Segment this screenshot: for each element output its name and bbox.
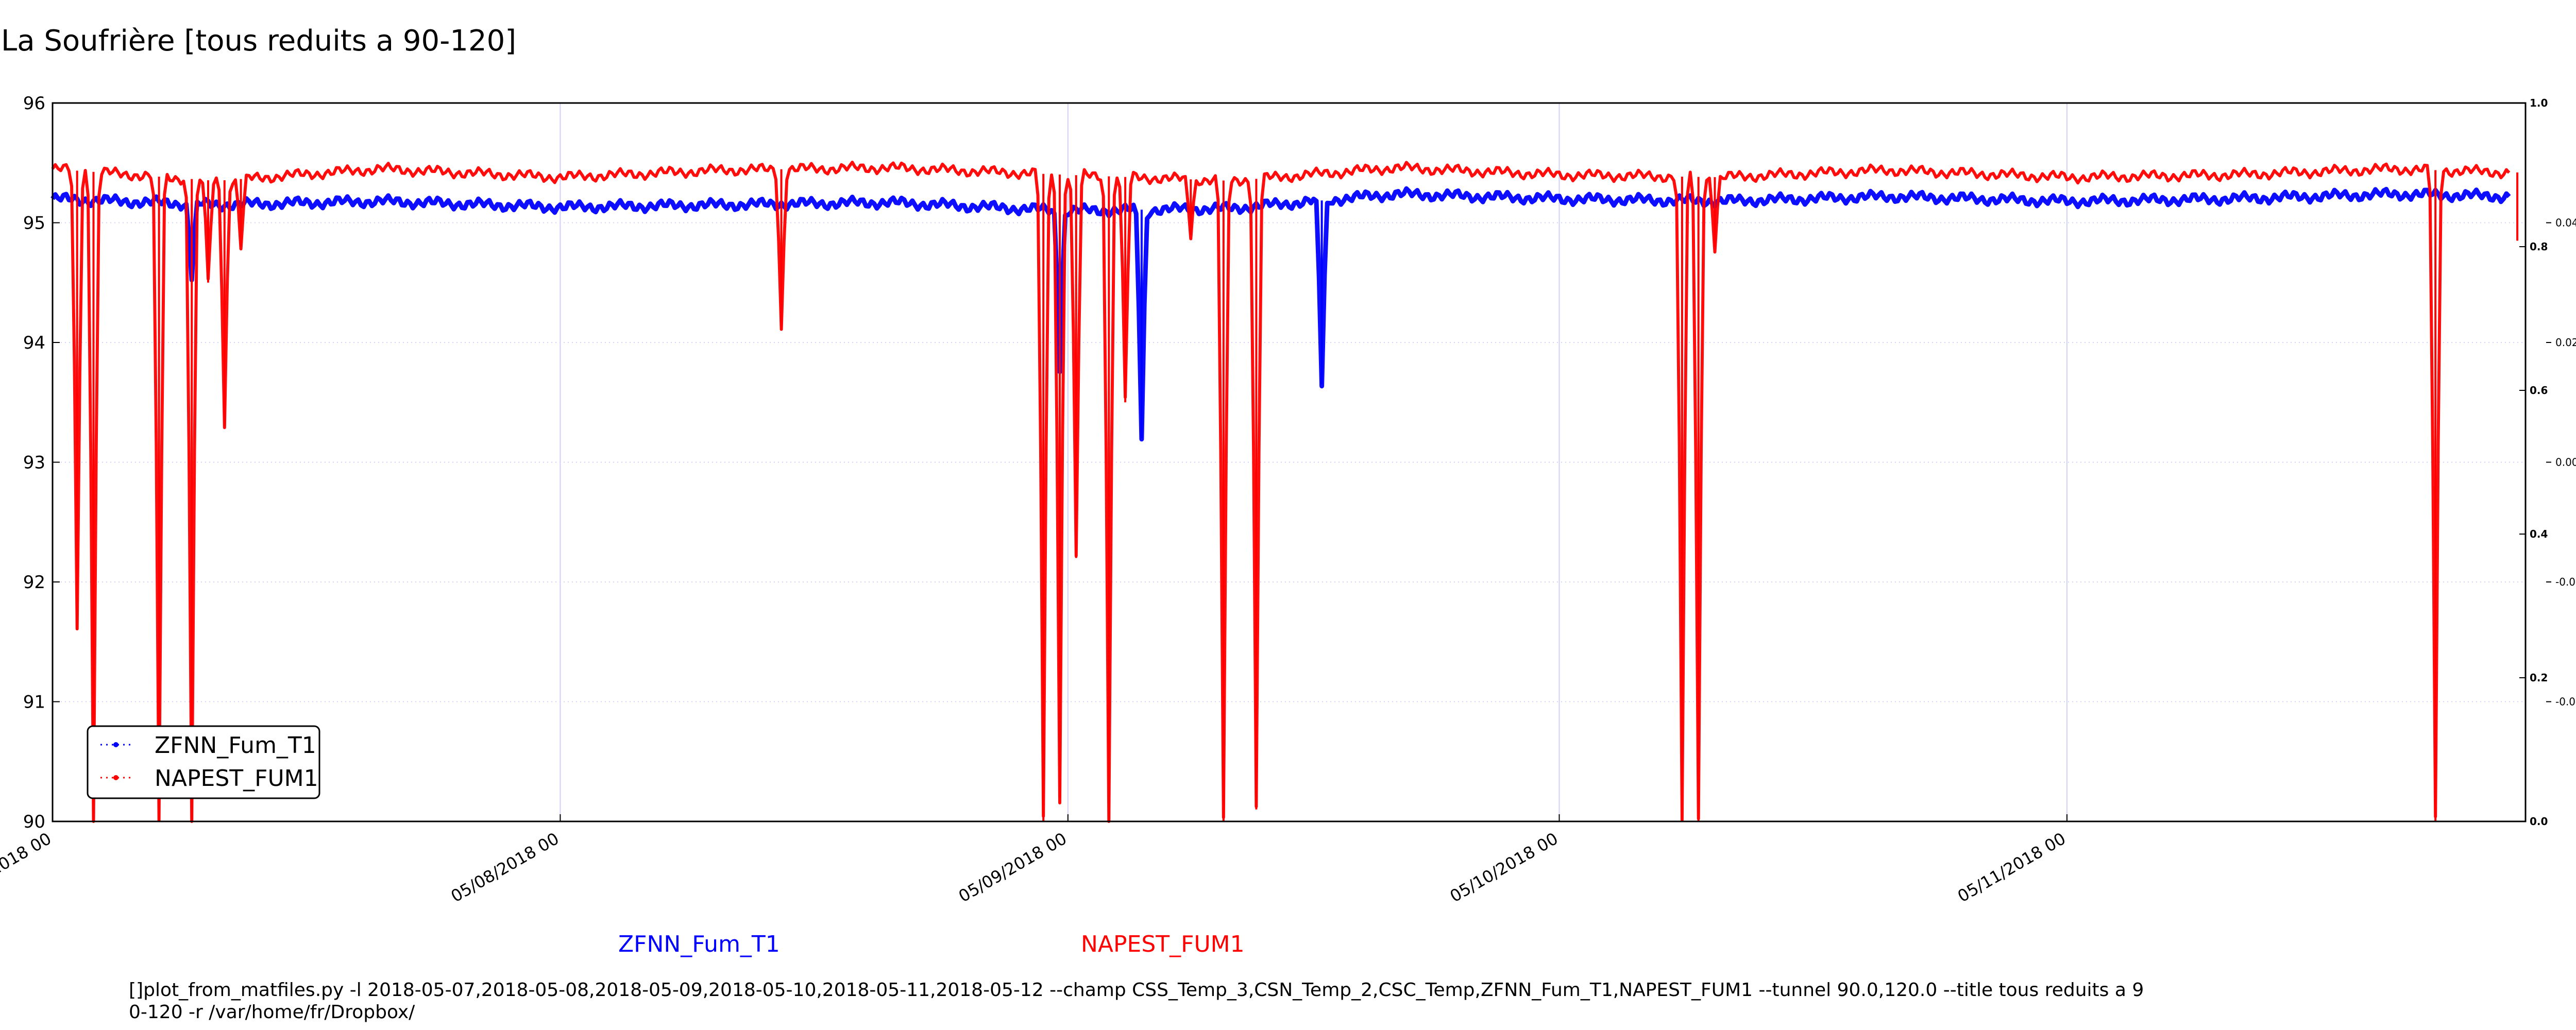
series-layer [50, 161, 2519, 823]
footer-series-label-napest: NAPEST_FUM1 [1081, 931, 1245, 957]
grid-lines [52, 103, 2526, 821]
legend-entry-napest: NAPEST_FUM1 [100, 765, 318, 792]
y-axis-left: 90 91 92 93 94 95 96 [23, 93, 60, 832]
y-tick-label-right-inner: 0.00 [2555, 456, 2576, 469]
series-line-NAPEST_FUM1 [51, 161, 2511, 823]
series-NAPEST_FUM1 [51, 161, 2519, 823]
legend-marker-zfnn [113, 742, 118, 747]
y-tick-label-left: 90 [23, 812, 45, 832]
x-tick-label: 05/10/2018 00 [1447, 829, 1562, 906]
y-tick-label-right-inner: -0.04 [2555, 696, 2576, 708]
y-tick-label-right-outer: 0.6 [2530, 384, 2548, 397]
y-tick-label-right-outer: 0.4 [2530, 528, 2548, 540]
x-axis: 05/07/2018 00 05/08/2018 00 05/09/2018 00 0… [0, 814, 2069, 906]
plot-area [50, 102, 2527, 823]
legend-marker-napest [113, 775, 118, 780]
y-tick-label-right-inner: -0.02 [2555, 576, 2576, 588]
y-tick-label-left: 92 [23, 572, 45, 593]
y-tick-label-right-outer: 0.2 [2530, 672, 2548, 684]
command-line-2: 0-120 -r /var/home/fr/Dropbox/ [129, 1002, 415, 1023]
legend-label-napest: NAPEST_FUM1 [155, 765, 318, 792]
y-tick-label-left: 91 [23, 692, 45, 713]
command-line-1: []plot_from_matfiles.py -l 2018-05-07,20… [129, 980, 2144, 1001]
x-tick-label: 05/09/2018 00 [955, 829, 1070, 906]
y-tick-label-right-inner: 0.04 [2555, 217, 2576, 229]
series-ZFNN_Fum_T1 [50, 186, 2511, 442]
y-axis-right-inner: -0.04 -0.02 0.00 0.02 0.04 [2546, 217, 2576, 708]
y-tick-label-left: 93 [23, 453, 45, 473]
y-tick-label-left: 96 [23, 93, 45, 114]
legend-label-zfnn: ZFNN_Fum_T1 [155, 732, 316, 759]
x-tick-label: 05/08/2018 00 [448, 829, 563, 906]
footer-series-label-zfnn: ZFNN_Fum_T1 [618, 931, 780, 957]
chart-legend: ZFNN_Fum_T1 NAPEST_FUM1 [87, 725, 320, 799]
x-tick-label: 05/07/2018 00 [0, 829, 55, 906]
y-tick-label-right-outer: 0.0 [2530, 815, 2548, 828]
y-tick-label-right-inner: 0.02 [2555, 336, 2576, 349]
y-axis-right-outer: 0.0 0.2 0.4 0.6 0.8 1.0 [2519, 97, 2548, 828]
y-tick-label-left: 95 [23, 213, 45, 234]
y-tick-label-right-outer: 0.8 [2530, 241, 2548, 253]
y-tick-label-right-outer: 1.0 [2530, 97, 2548, 109]
y-tick-label-left: 94 [23, 333, 45, 353]
legend-entry-zfnn: ZFNN_Fum_T1 [100, 732, 316, 759]
series-line-ZFNN_Fum_T1 [50, 186, 2511, 442]
legend-box [87, 725, 320, 799]
x-tick-label: 05/11/2018 00 [1954, 829, 2069, 906]
chart-title: La Soufrière [tous reduits a 90-120] [1, 24, 516, 58]
